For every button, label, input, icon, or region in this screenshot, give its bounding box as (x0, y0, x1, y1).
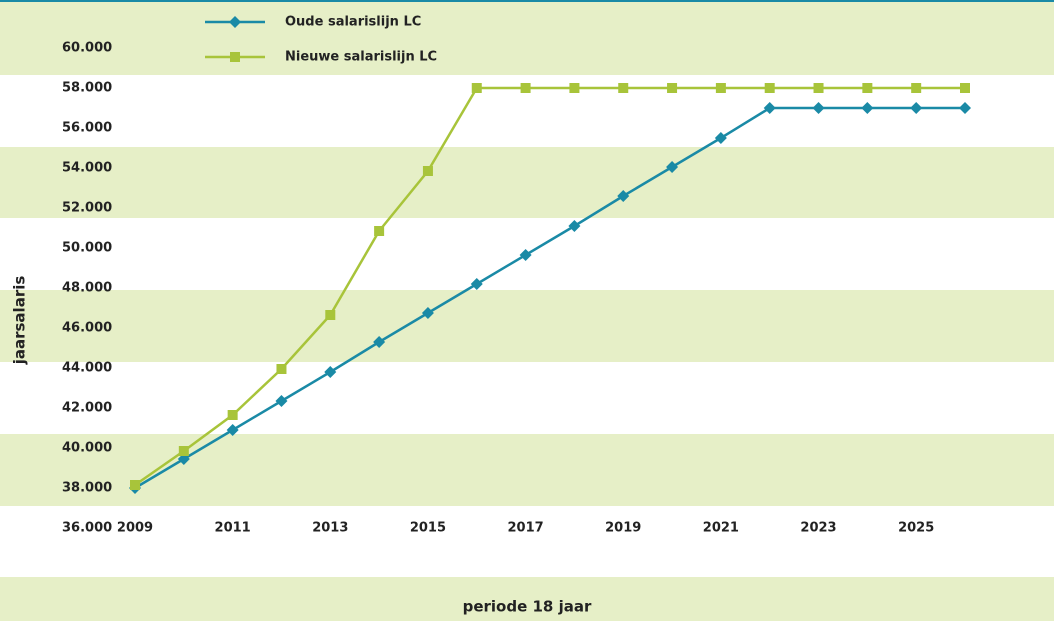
y-tick-label: 54.000 (62, 161, 112, 176)
x-tick-label: 2011 (215, 521, 251, 536)
marker (471, 83, 482, 93)
y-tick-label: 38.000 (62, 481, 112, 496)
marker (569, 83, 580, 93)
y-tick-label: 60.000 (62, 41, 112, 56)
marker (229, 16, 241, 28)
x-tick-label: 2015 (410, 521, 446, 536)
y-tick-label: 36.000 (62, 521, 112, 536)
marker (813, 83, 824, 93)
y-tick-label: 58.000 (62, 81, 112, 96)
marker (226, 424, 239, 436)
y-tick-label: 50.000 (62, 241, 112, 256)
y-tick-label: 56.000 (62, 121, 112, 136)
band (0, 147, 1054, 218)
marker (714, 132, 727, 144)
marker (470, 278, 483, 290)
marker (715, 83, 726, 93)
marker (763, 102, 776, 114)
marker (519, 249, 532, 261)
marker (227, 410, 238, 420)
marker (764, 83, 775, 93)
y-tick-label: 46.000 (62, 321, 112, 336)
marker (959, 102, 971, 114)
marker (325, 310, 336, 320)
series-line (134, 86, 965, 487)
series-line (134, 106, 965, 490)
marker (276, 364, 287, 374)
marker (520, 83, 531, 93)
marker (812, 102, 825, 114)
x-tick-label: 2025 (898, 521, 934, 536)
marker (230, 52, 240, 62)
legend-label: Oude salarislijn LC (285, 15, 421, 30)
marker (130, 480, 140, 490)
marker (178, 446, 189, 456)
marker (911, 83, 922, 93)
x-tick-label: 2009 (117, 521, 153, 536)
marker (910, 102, 923, 114)
marker (422, 166, 433, 176)
y-tick-label: 40.000 (62, 441, 112, 456)
marker (373, 336, 386, 348)
band (0, 290, 1054, 362)
marker (861, 102, 874, 114)
marker (862, 83, 873, 93)
x-tick-label: 2021 (703, 521, 739, 536)
x-tick-label: 2019 (605, 521, 641, 536)
band (0, 2, 1054, 75)
x-tick-label: 2023 (800, 521, 836, 536)
band (0, 434, 1054, 506)
marker (568, 220, 581, 232)
top-border (0, 0, 1054, 2)
marker (374, 226, 385, 236)
marker (960, 83, 970, 93)
marker (617, 190, 630, 202)
y-tick-label: 44.000 (62, 361, 112, 376)
x-tick-label: 2017 (507, 521, 543, 536)
x-tick-label: 2013 (312, 521, 348, 536)
y-tick-label: 48.000 (62, 281, 112, 296)
marker (618, 83, 629, 93)
marker (667, 83, 678, 93)
marker (324, 366, 337, 378)
band (0, 577, 1054, 621)
marker (666, 161, 679, 173)
y-tick-label: 52.000 (62, 201, 112, 216)
legend-label: Nieuwe salarislijn LC (285, 50, 437, 65)
marker (421, 307, 434, 319)
y-tick-label: 42.000 (62, 401, 112, 416)
y-axis-label: jaarsalaris (11, 276, 29, 366)
marker (275, 395, 288, 407)
x-axis-label: periode 18 jaar (463, 598, 592, 616)
